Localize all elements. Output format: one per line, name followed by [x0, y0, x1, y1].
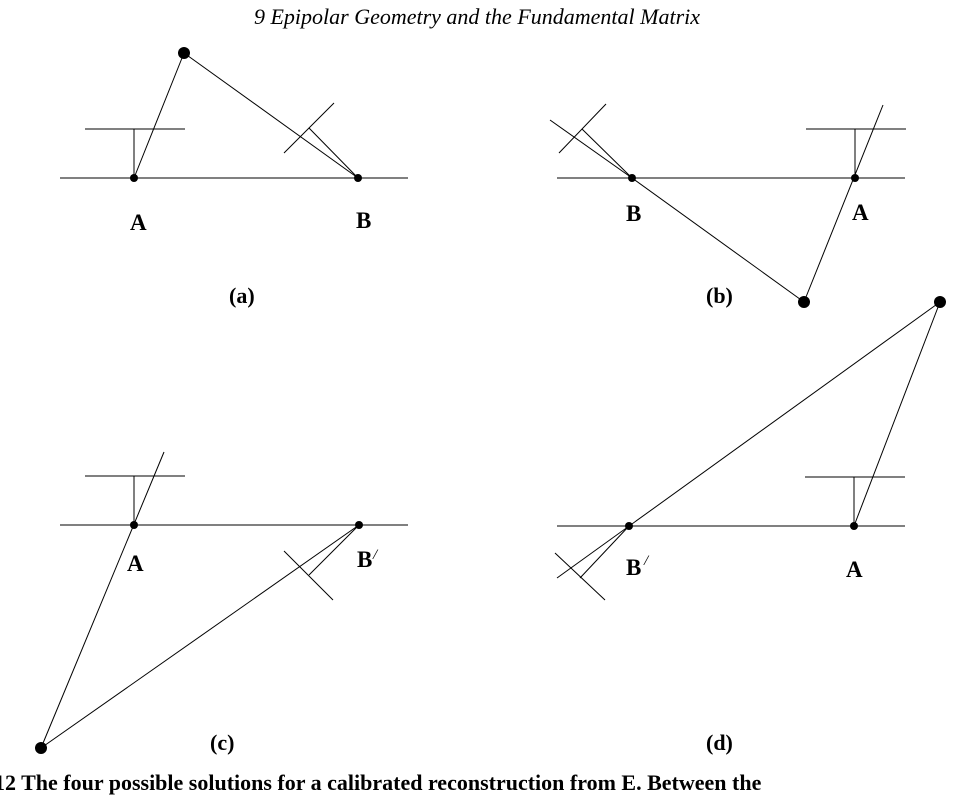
label-d-camera-b: B	[626, 555, 641, 580]
label-d-prime: /	[643, 553, 650, 569]
label-a-camera-a: A	[130, 210, 147, 235]
label-c-camera-a: A	[127, 551, 144, 576]
running-header: 9 Epipolar Geometry and the Fundamental …	[253, 4, 701, 29]
scene-point-d	[934, 296, 946, 308]
panel-d-caption: (d)	[706, 730, 733, 755]
camera-centre-b-b	[628, 174, 636, 182]
label-b-camera-b: B	[626, 201, 641, 226]
image-plane-b-camera-b	[558, 103, 607, 154]
camera-centre-b-a	[851, 174, 859, 182]
panel-c	[40, 451, 408, 749]
ray-b-from-b	[631, 177, 805, 303]
label-c-prime: /	[372, 547, 379, 563]
principal-axis-d-b	[579, 525, 630, 579]
camera-centre-d-a	[850, 522, 858, 530]
ray-b-extension	[549, 119, 633, 179]
principal-axis-c-b	[308, 524, 360, 576]
principal-axis-a-b	[308, 127, 359, 179]
scene-point-a	[178, 47, 190, 59]
label-d-camera-a: A	[846, 557, 863, 582]
panel-d	[554, 301, 941, 601]
camera-centre-a-a	[130, 174, 138, 182]
label-a-camera-b: B	[356, 208, 371, 233]
scene-point-b	[798, 296, 810, 308]
camera-centre-c-b	[355, 521, 363, 529]
camera-centre-c-a	[130, 521, 138, 529]
principal-axis-b-b	[581, 128, 633, 179]
ray-c-from-b	[40, 524, 360, 749]
panel-a	[60, 52, 408, 179]
ray-a-from-b	[183, 52, 359, 179]
image-plane-d-camera-b	[554, 552, 606, 601]
image-plane-c-camera-b	[283, 550, 334, 601]
label-b-camera-a: A	[852, 200, 869, 225]
label-c-camera-b: B	[357, 547, 372, 572]
panel-b	[549, 103, 906, 303]
ray-d-from-a	[853, 301, 941, 527]
ray-c-from-a	[40, 451, 165, 749]
ray-d-from-b	[556, 301, 941, 579]
camera-centre-a-b	[354, 174, 362, 182]
camera-centre-d-b	[625, 522, 633, 530]
figure-caption: 12 The four possible solutions for a cal…	[0, 770, 762, 795]
ray-a-from-a	[133, 52, 185, 179]
panel-a-caption: (a)	[229, 283, 255, 308]
ray-b-from-a	[803, 104, 884, 303]
panel-b-caption: (b)	[706, 283, 733, 308]
scene-point-c	[35, 742, 47, 754]
panel-c-caption: (c)	[210, 730, 234, 755]
